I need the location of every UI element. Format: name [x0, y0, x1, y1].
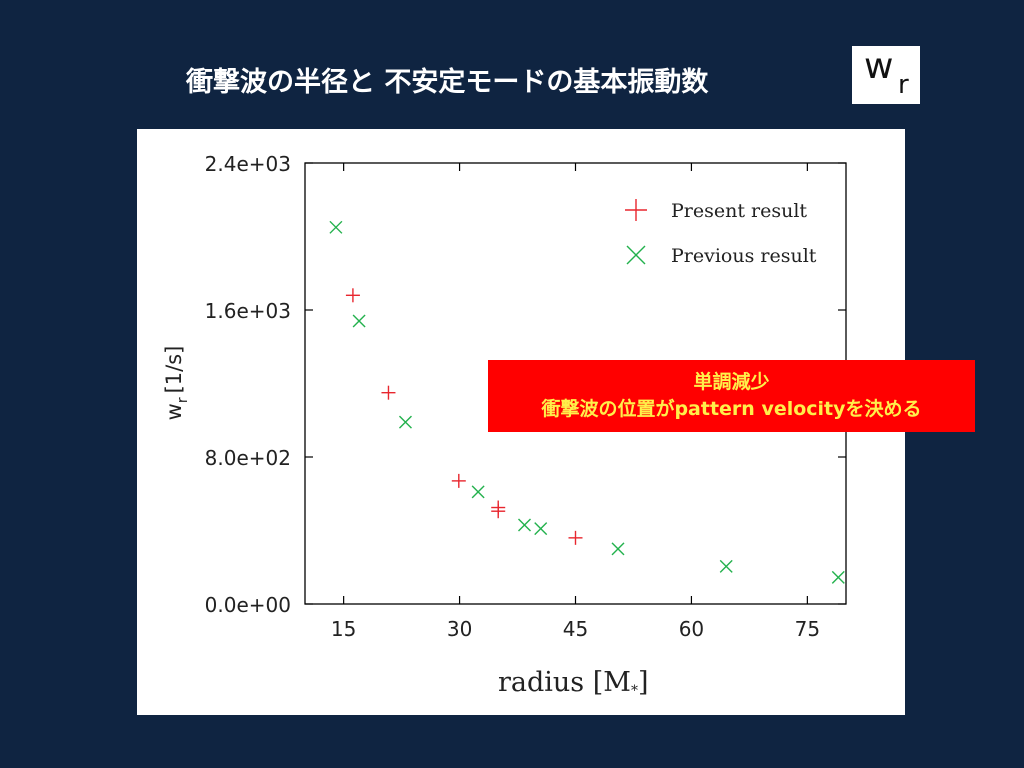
y-tick-label: 0.0e+00: [205, 593, 291, 617]
present-result-point: [381, 385, 396, 400]
y-tick-label: 8.0e+02: [205, 446, 291, 470]
wr-symbol-badge: w r: [852, 46, 920, 104]
x-tick-label: 45: [563, 617, 588, 641]
present-result-point: [491, 504, 506, 519]
present-result-point: [451, 473, 466, 488]
legend-marker-present: [625, 199, 647, 221]
previous-result-point: [517, 518, 531, 532]
previous-result-point: [398, 415, 412, 429]
slide-title: 衝撃波の半径と 不安定モードの基本振動数: [186, 67, 709, 98]
previous-result-point: [611, 542, 625, 556]
callout-line-2: 衝撃波の位置がpattern velocityを決める: [541, 398, 922, 420]
badge-symbol: w: [864, 46, 894, 87]
previous-result-point: [831, 570, 845, 584]
x-axis-label-main: radius [M: [498, 667, 631, 698]
previous-result-point: [534, 522, 548, 536]
x-tick-label: 30: [447, 617, 472, 641]
y-tick-label: 2.4e+03: [205, 152, 291, 176]
previous-result-point: [719, 559, 733, 573]
y-axis-label-sub: r: [175, 397, 191, 403]
x-tick-label: 75: [795, 617, 820, 641]
present-result-point: [568, 530, 583, 545]
y-axis: 0.0e+00 8.0e+02 1.6e+03 2.4e+03: [205, 152, 846, 617]
x-tick-label: 60: [679, 617, 704, 641]
previous-result-point: [329, 220, 343, 234]
x-axis-label-end: ]: [638, 667, 649, 698]
data-marks: [329, 220, 845, 584]
previous-result-point: [471, 485, 485, 499]
x-axis: 15 30 45 60 75: [331, 163, 820, 641]
scatter-chart: 15 30 45 60 75 0.0e+008.0e+021.6e+032.4e+03 …: [162, 152, 847, 699]
legend-marker-previous: [626, 245, 646, 265]
present-result-point: [345, 288, 360, 303]
legend-label-previous: Previous result: [671, 245, 817, 267]
x-axis-label: radius [M*]: [498, 667, 648, 699]
legend-label-present: Present result: [671, 200, 807, 222]
badge-subscript: r: [898, 70, 909, 100]
previous-result-point: [352, 314, 366, 328]
x-tick-label: 15: [331, 617, 356, 641]
legend: Present result Previous result: [625, 199, 817, 267]
callout-line-1: 単調減少: [693, 371, 770, 393]
y-axis-label: wr [1/s]: [162, 346, 191, 421]
x-axis-label-sub: *: [631, 683, 638, 699]
y-axis-label-main: w: [162, 403, 186, 420]
annotation-callout: 単調減少 衝撃波の位置がpattern velocityを決める: [488, 360, 975, 432]
y-axis-label-unit: [1/s]: [162, 346, 186, 394]
y-tick-label: 1.6e+03: [205, 299, 291, 323]
